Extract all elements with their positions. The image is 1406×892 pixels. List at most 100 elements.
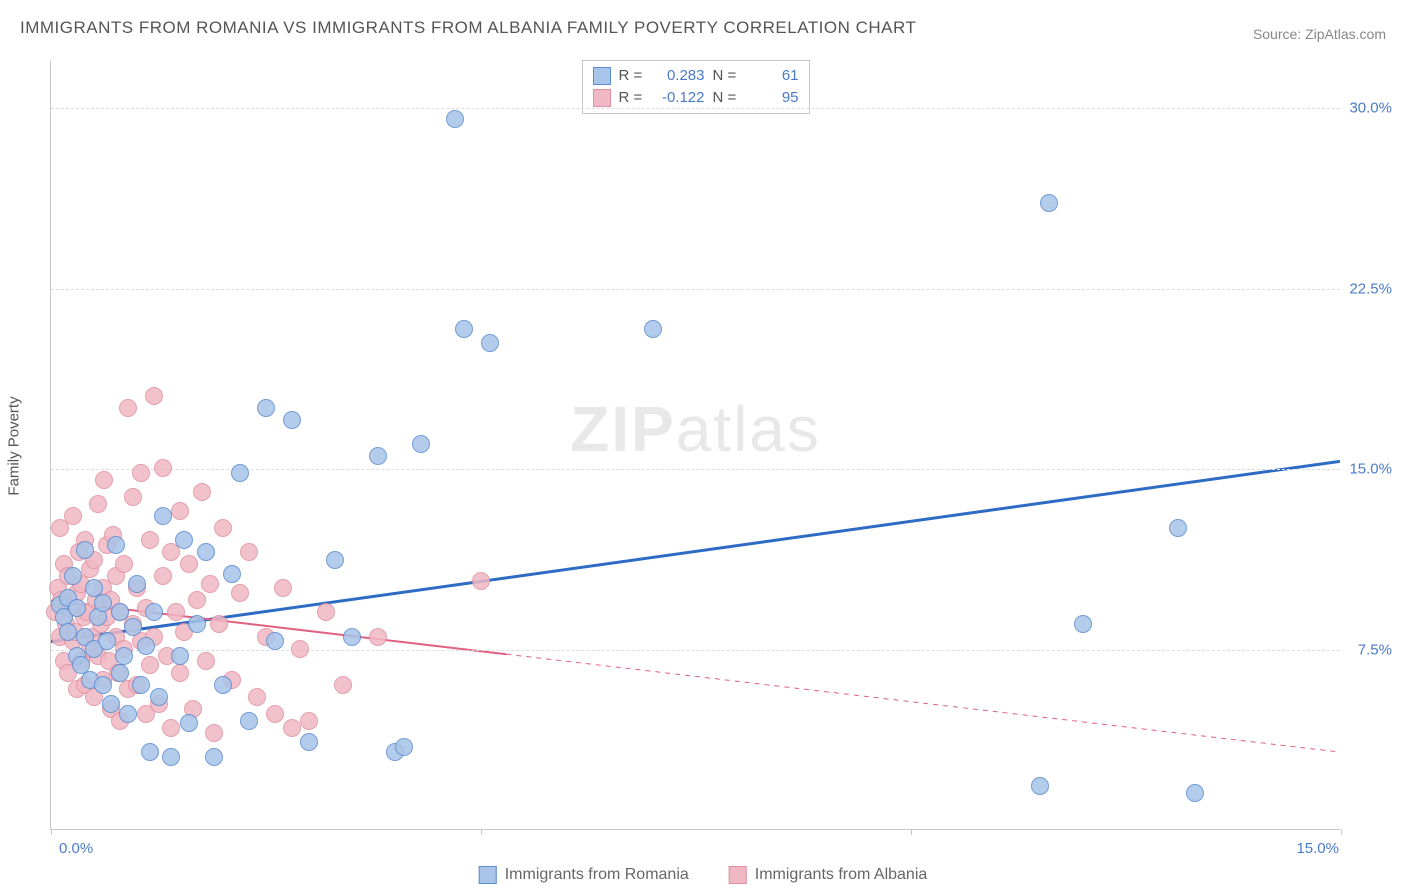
y-tick-label: 30.0% xyxy=(1349,100,1392,117)
legend-swatch xyxy=(593,67,611,85)
correlation-legend-row: R =-0.122N =95 xyxy=(593,87,799,109)
data-point xyxy=(481,334,499,352)
data-point xyxy=(188,591,206,609)
data-point xyxy=(132,676,150,694)
data-point xyxy=(171,502,189,520)
data-point xyxy=(59,623,77,641)
data-point xyxy=(102,695,120,713)
series-legend: Immigrants from Romania Immigrants from A… xyxy=(479,866,928,884)
x-tick-label: 0.0% xyxy=(59,840,93,857)
data-point xyxy=(248,688,266,706)
data-point xyxy=(197,543,215,561)
correlation-legend-row: R =0.283N =61 xyxy=(593,65,799,87)
legend-swatch xyxy=(729,866,747,884)
y-axis-label: Family Poverty xyxy=(6,396,23,495)
data-point xyxy=(141,531,159,549)
chart-title: IMMIGRANTS FROM ROMANIA VS IMMIGRANTS FR… xyxy=(20,18,916,38)
data-point xyxy=(64,507,82,525)
data-point xyxy=(154,507,172,525)
n-value: 61 xyxy=(747,65,799,87)
source-attribution: Source: ZipAtlas.com xyxy=(1253,26,1386,42)
data-point xyxy=(205,724,223,742)
data-point xyxy=(119,399,137,417)
data-point xyxy=(171,647,189,665)
data-point xyxy=(369,628,387,646)
x-tick xyxy=(51,829,52,835)
x-tick xyxy=(481,829,482,835)
watermark-prefix: ZIP xyxy=(570,393,676,465)
n-value: 95 xyxy=(747,87,799,109)
legend-item: Immigrants from Romania xyxy=(479,866,689,884)
data-point xyxy=(283,719,301,737)
data-point xyxy=(274,579,292,597)
n-label: N = xyxy=(713,65,739,87)
watermark: ZIPatlas xyxy=(570,392,821,466)
data-point xyxy=(257,399,275,417)
data-point xyxy=(180,714,198,732)
correlation-legend: R =0.283N =61R =-0.122N =95 xyxy=(582,60,810,114)
data-point xyxy=(326,551,344,569)
data-point xyxy=(124,488,142,506)
data-point xyxy=(137,637,155,655)
data-point xyxy=(76,541,94,559)
data-point xyxy=(240,712,258,730)
legend-swatch xyxy=(479,866,497,884)
data-point xyxy=(300,733,318,751)
legend-item: Immigrants from Albania xyxy=(729,866,928,884)
data-point xyxy=(291,640,309,658)
r-label: R = xyxy=(619,87,645,109)
data-point xyxy=(214,519,232,537)
data-point xyxy=(154,459,172,477)
gridline xyxy=(51,289,1340,290)
data-point xyxy=(111,603,129,621)
data-point xyxy=(64,567,82,585)
gridline xyxy=(51,108,1340,109)
data-point xyxy=(167,603,185,621)
plot-area: ZIPatlas R =0.283N =61R =-0.122N =95 7.5… xyxy=(50,60,1340,830)
data-point xyxy=(145,387,163,405)
r-value: 0.283 xyxy=(653,65,705,87)
data-point xyxy=(334,676,352,694)
data-point xyxy=(193,483,211,501)
n-label: N = xyxy=(713,87,739,109)
data-point xyxy=(205,748,223,766)
data-point xyxy=(111,664,129,682)
data-point xyxy=(141,656,159,674)
data-point xyxy=(180,555,198,573)
x-tick xyxy=(1341,829,1342,835)
data-point xyxy=(171,664,189,682)
x-tick xyxy=(911,829,912,835)
legend-label: Immigrants from Romania xyxy=(505,866,689,884)
data-point xyxy=(231,584,249,602)
data-point xyxy=(446,110,464,128)
y-tick-label: 7.5% xyxy=(1358,641,1392,658)
x-tick-label: 15.0% xyxy=(1296,840,1339,857)
data-point xyxy=(201,575,219,593)
data-point xyxy=(150,688,168,706)
data-point xyxy=(132,464,150,482)
legend-label: Immigrants from Albania xyxy=(755,866,928,884)
y-tick-label: 15.0% xyxy=(1349,461,1392,478)
data-point xyxy=(197,652,215,670)
data-point xyxy=(240,543,258,561)
data-point xyxy=(644,320,662,338)
data-point xyxy=(98,632,116,650)
data-point xyxy=(214,676,232,694)
data-point xyxy=(455,320,473,338)
trendline-extrapolated xyxy=(506,654,1340,752)
data-point xyxy=(68,599,86,617)
data-point xyxy=(1169,519,1187,537)
gridline xyxy=(51,650,1340,651)
data-point xyxy=(162,719,180,737)
data-point xyxy=(94,594,112,612)
data-point xyxy=(300,712,318,730)
chart-container: IMMIGRANTS FROM ROMANIA VS IMMIGRANTS FR… xyxy=(0,0,1406,892)
data-point xyxy=(395,738,413,756)
data-point xyxy=(266,632,284,650)
data-point xyxy=(188,615,206,633)
data-point xyxy=(317,603,335,621)
data-point xyxy=(175,531,193,549)
data-point xyxy=(145,603,163,621)
data-point xyxy=(210,615,228,633)
data-point xyxy=(128,575,146,593)
